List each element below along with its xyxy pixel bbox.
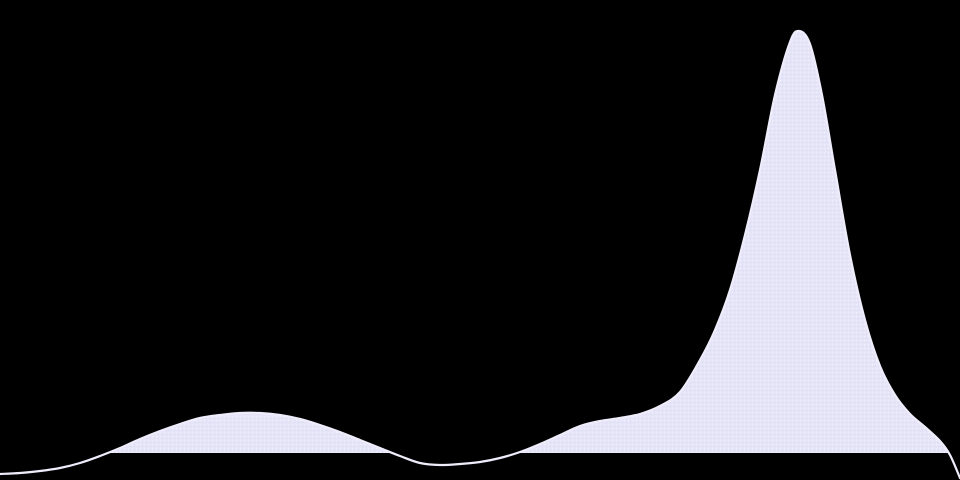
density-curve-line <box>0 29 960 480</box>
density-area-fill <box>107 30 949 453</box>
density-fill-group <box>107 30 949 453</box>
